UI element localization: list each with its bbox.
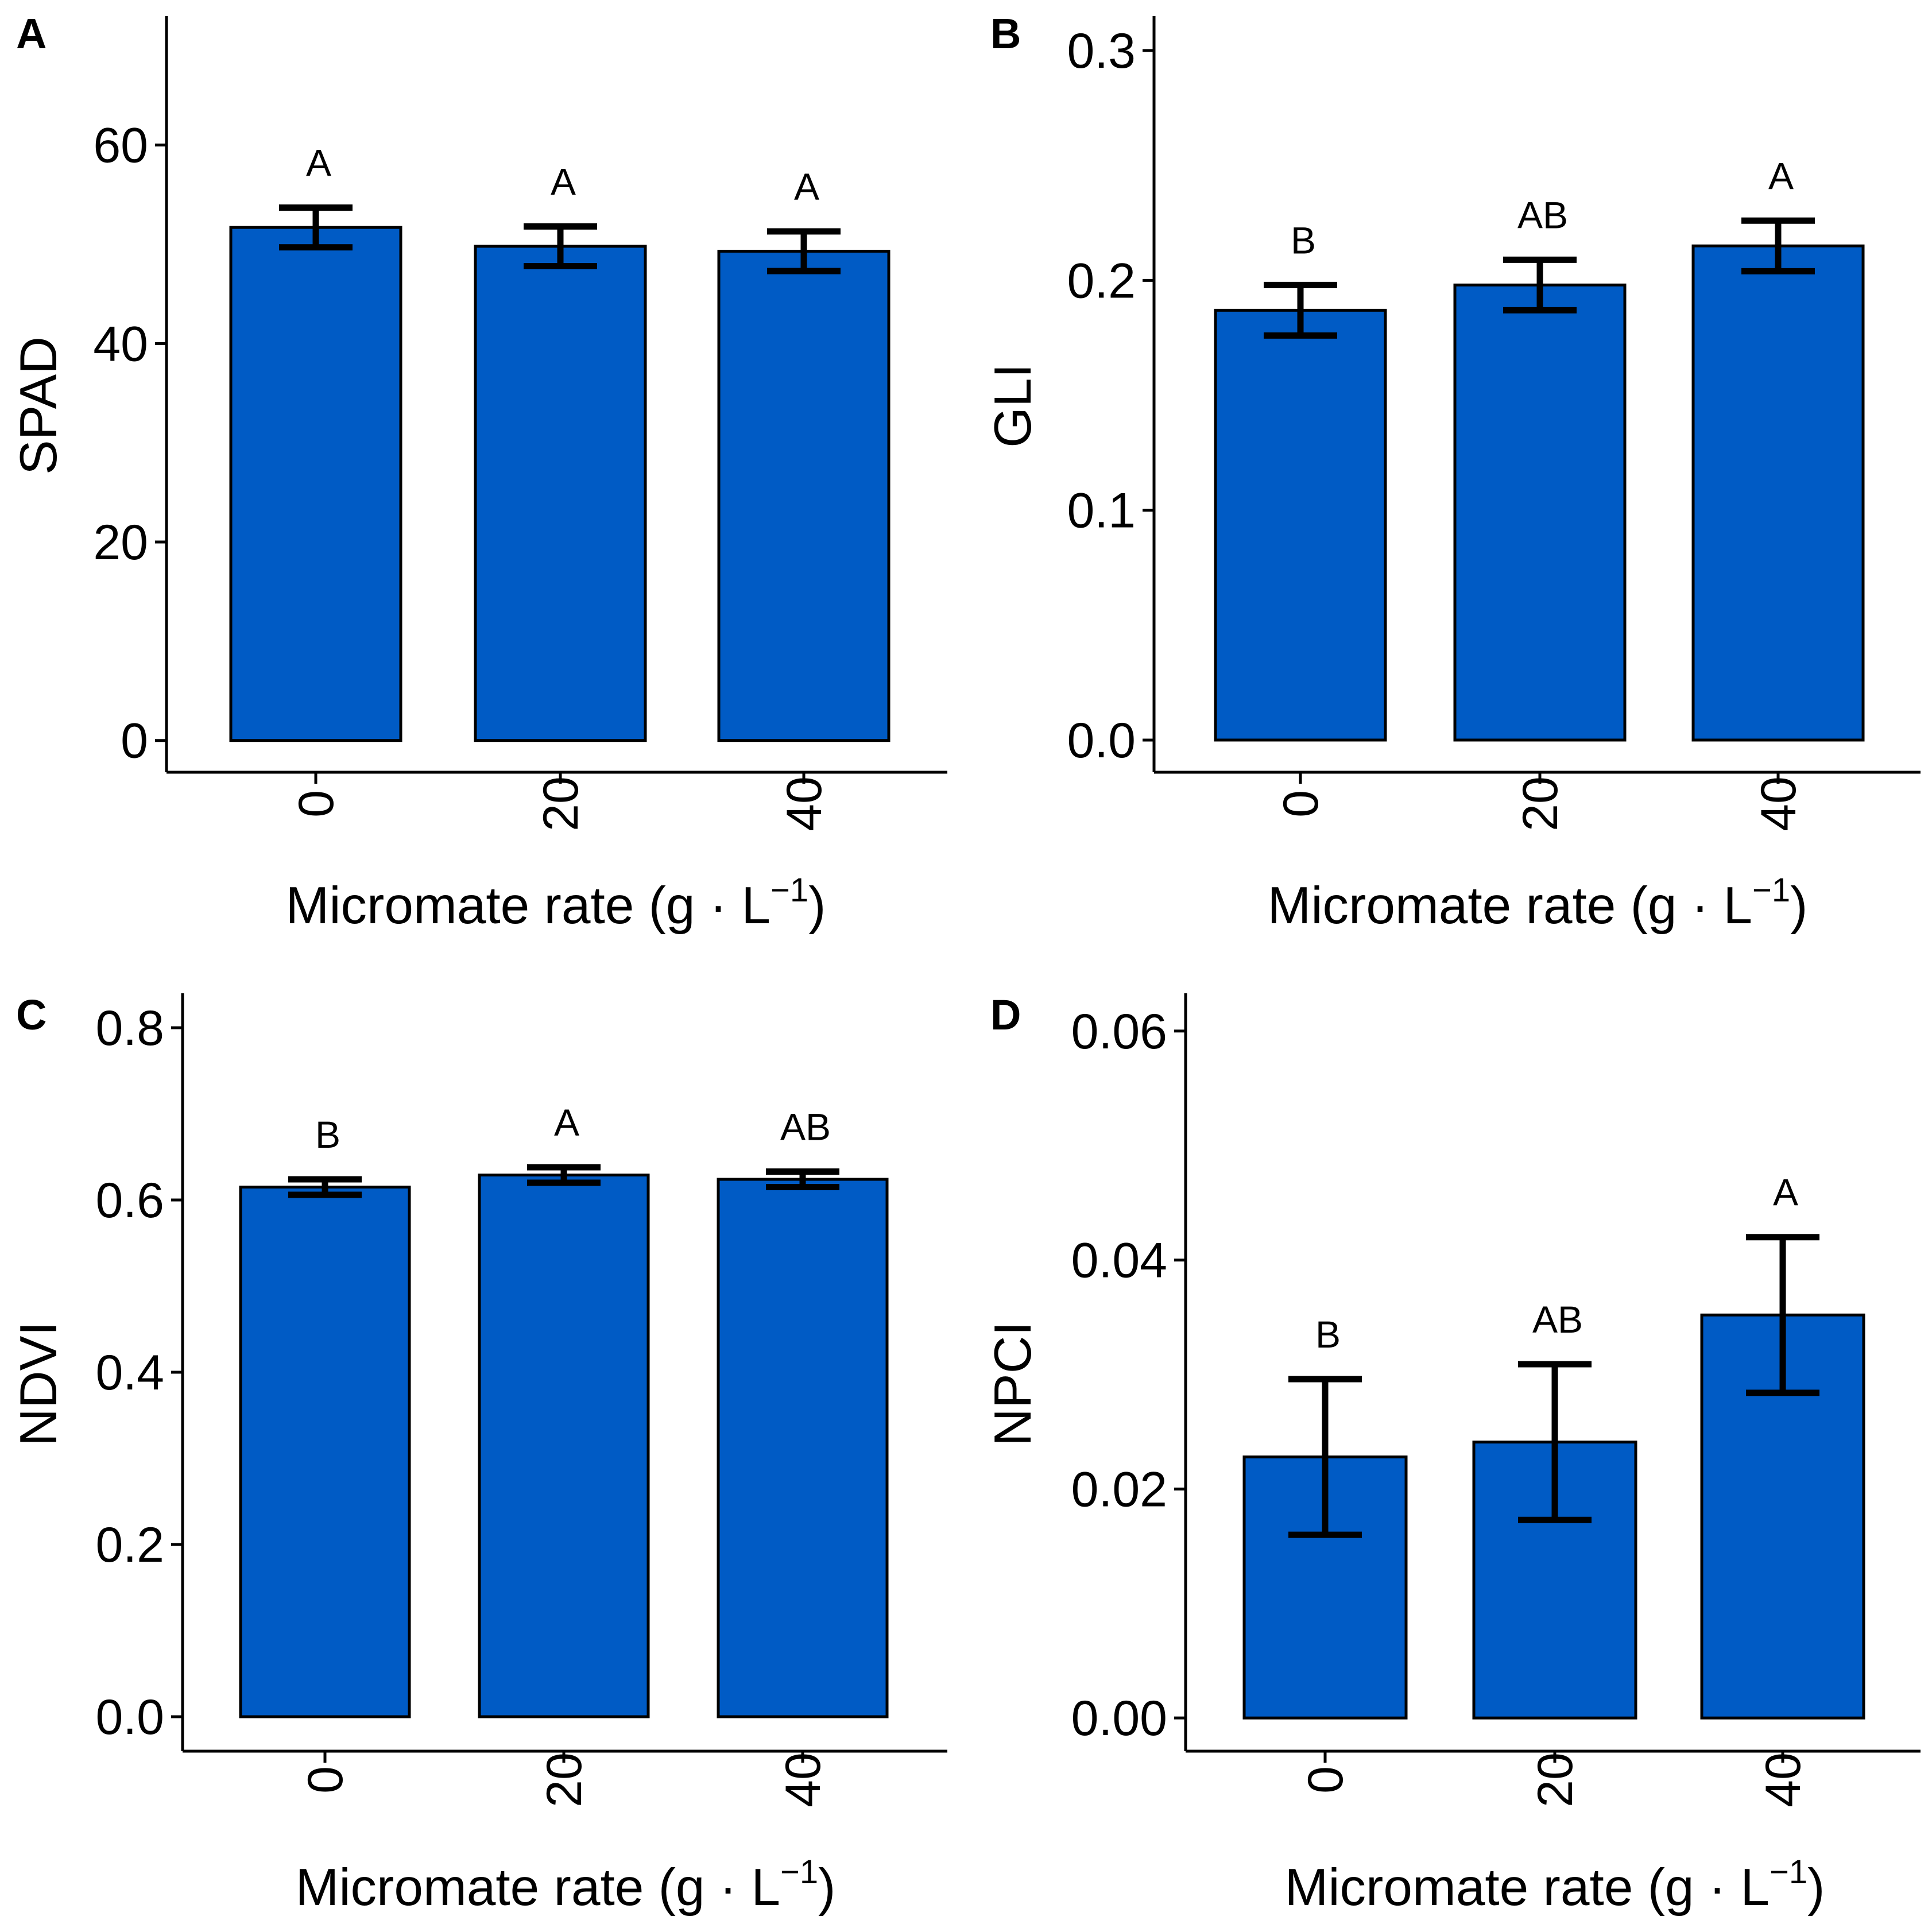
y-tick-label: 0.02 [1071, 1462, 1167, 1517]
y-tick-label: 0.0 [95, 1690, 164, 1745]
bar [229, 226, 402, 742]
significance-letter: A [794, 165, 819, 208]
error-bar [1741, 217, 1815, 274]
x-tick-label: 20 [533, 776, 588, 831]
x-tick-label: 20 [1528, 1752, 1583, 1807]
x-tick-label: 40 [776, 1752, 831, 1807]
y-tick-label: 0.1 [1067, 483, 1136, 539]
bar [478, 1174, 650, 1718]
panel-letter: B [990, 10, 1021, 57]
significance-letter: AB [1517, 193, 1568, 236]
significance-letter: A [551, 160, 576, 203]
y-tick-label: 0.00 [1071, 1691, 1167, 1746]
y-tick-label: 0.6 [95, 1173, 164, 1228]
x-axis-title: Micromate rate (g · L−1) [1268, 872, 1808, 935]
y-axis-title: SPAD [10, 336, 68, 475]
significance-letter: B [1315, 1313, 1341, 1356]
y-tick-label: 0.0 [1067, 713, 1136, 768]
x-tick-label: 0 [1298, 1766, 1353, 1794]
bar [1691, 244, 1865, 742]
x-tick-label: 20 [537, 1752, 592, 1807]
x-tick-label: 0 [1273, 790, 1329, 818]
panel-c: C B A AB 0.0 0.2 0.4 0.6 0.8 0 20 40 NDVI Micromate r… [10, 991, 947, 1917]
significance-letter: A [554, 1101, 579, 1144]
bar [717, 250, 890, 742]
significance-letter: B [315, 1113, 340, 1156]
bar [1453, 283, 1627, 742]
y-tick-label: 60 [93, 118, 148, 173]
error-bar [527, 1164, 601, 1186]
significance-letter: AB [780, 1106, 831, 1148]
x-tick-label: 0 [298, 1766, 353, 1794]
y-tick-label: 0.8 [95, 1001, 164, 1056]
panel-d: D B AB A 0.00 0.02 0.04 0.06 0 20 40 NPCI Micromate … [984, 991, 1921, 1917]
bar [239, 1186, 411, 1718]
panel-a: A A A A 0 20 40 60 0 20 40 SPAD Micromate rate (g · … [10, 10, 947, 935]
y-tick-label: 0.3 [1067, 24, 1136, 79]
y-axis-title: NPCI [984, 1321, 1042, 1446]
y-axis-title: NDVI [10, 1321, 68, 1446]
error-bar [1264, 281, 1337, 339]
y-tick-label: 0 [121, 714, 148, 769]
bar [474, 245, 647, 742]
x-axis-title: Micromate rate (g · L−1) [296, 1853, 836, 1917]
error-bar [1503, 256, 1577, 313]
error-bar [1288, 1376, 1362, 1538]
error-bar [1518, 1361, 1592, 1523]
x-tick-label: 20 [1513, 776, 1568, 831]
bar [1214, 308, 1387, 742]
y-tick-label: 0.06 [1071, 1004, 1167, 1059]
panel-letter: A [16, 10, 47, 57]
error-bar [288, 1176, 362, 1198]
y-tick-label: 40 [93, 316, 148, 371]
y-axis-title: GLI [984, 363, 1042, 448]
significance-letter: A [1768, 154, 1794, 197]
x-tick-label: 40 [777, 776, 832, 831]
significance-letter: A [1773, 1171, 1798, 1214]
error-bar [766, 1168, 839, 1190]
x-axis-title: Micromate rate (g · L−1) [286, 872, 826, 935]
bar [717, 1178, 889, 1718]
panel-letter: D [990, 991, 1021, 1039]
x-axis-title: Micromate rate (g · L−1) [1285, 1853, 1825, 1917]
y-tick-label: 0.4 [95, 1345, 164, 1400]
y-tick-label: 0.2 [1067, 253, 1136, 308]
significance-letter: A [306, 142, 331, 184]
y-tick-label: 0.04 [1071, 1233, 1167, 1288]
panel-b: B B AB A 0.0 0.1 0.2 0.3 0 20 40 GLI Micromate rate … [984, 10, 1921, 935]
significance-letter: B [1291, 219, 1316, 261]
x-tick-label: 40 [1756, 1752, 1811, 1807]
error-bar [524, 223, 597, 270]
y-tick-label: 20 [93, 515, 148, 570]
panel-letter: C [16, 991, 47, 1039]
error-bar [767, 228, 841, 274]
y-tick-label: 0.2 [95, 1517, 164, 1573]
x-tick-label: 0 [289, 790, 344, 818]
error-bar [279, 204, 353, 251]
x-tick-label: 40 [1751, 776, 1806, 831]
significance-letter: AB [1532, 1298, 1583, 1341]
error-bar [1746, 1234, 1819, 1396]
